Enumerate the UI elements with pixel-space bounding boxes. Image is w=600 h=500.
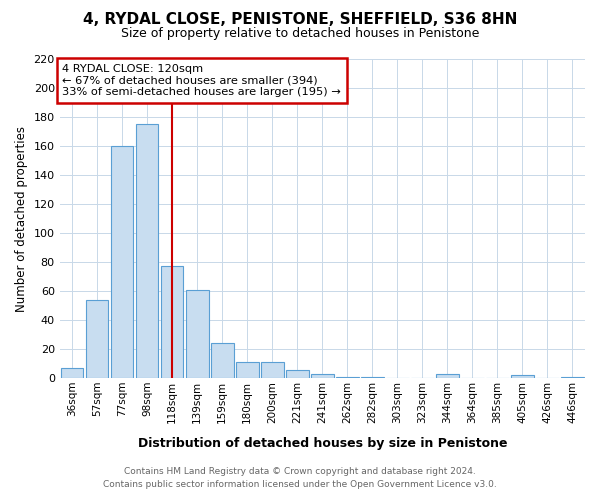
Bar bbox=[436, 374, 458, 378]
Bar bbox=[311, 374, 334, 378]
Text: 4 RYDAL CLOSE: 120sqm
← 67% of detached houses are smaller (394)
33% of semi-det: 4 RYDAL CLOSE: 120sqm ← 67% of detached … bbox=[62, 64, 341, 97]
Text: Contains HM Land Registry data © Crown copyright and database right 2024.
Contai: Contains HM Land Registry data © Crown c… bbox=[103, 467, 497, 489]
Bar bbox=[361, 377, 383, 378]
Text: Size of property relative to detached houses in Penistone: Size of property relative to detached ho… bbox=[121, 28, 479, 40]
Bar bbox=[261, 362, 284, 378]
Bar bbox=[136, 124, 158, 378]
Y-axis label: Number of detached properties: Number of detached properties bbox=[15, 126, 28, 312]
Bar bbox=[161, 266, 184, 378]
Bar bbox=[236, 362, 259, 378]
Bar bbox=[336, 377, 359, 378]
Bar bbox=[286, 370, 308, 378]
Bar bbox=[211, 344, 233, 378]
Bar bbox=[186, 290, 209, 378]
Bar bbox=[561, 377, 584, 378]
Text: 4, RYDAL CLOSE, PENISTONE, SHEFFIELD, S36 8HN: 4, RYDAL CLOSE, PENISTONE, SHEFFIELD, S3… bbox=[83, 12, 517, 28]
Bar bbox=[111, 146, 133, 378]
Bar bbox=[86, 300, 109, 378]
Bar bbox=[511, 376, 534, 378]
X-axis label: Distribution of detached houses by size in Penistone: Distribution of detached houses by size … bbox=[137, 437, 507, 450]
Bar bbox=[61, 368, 83, 378]
